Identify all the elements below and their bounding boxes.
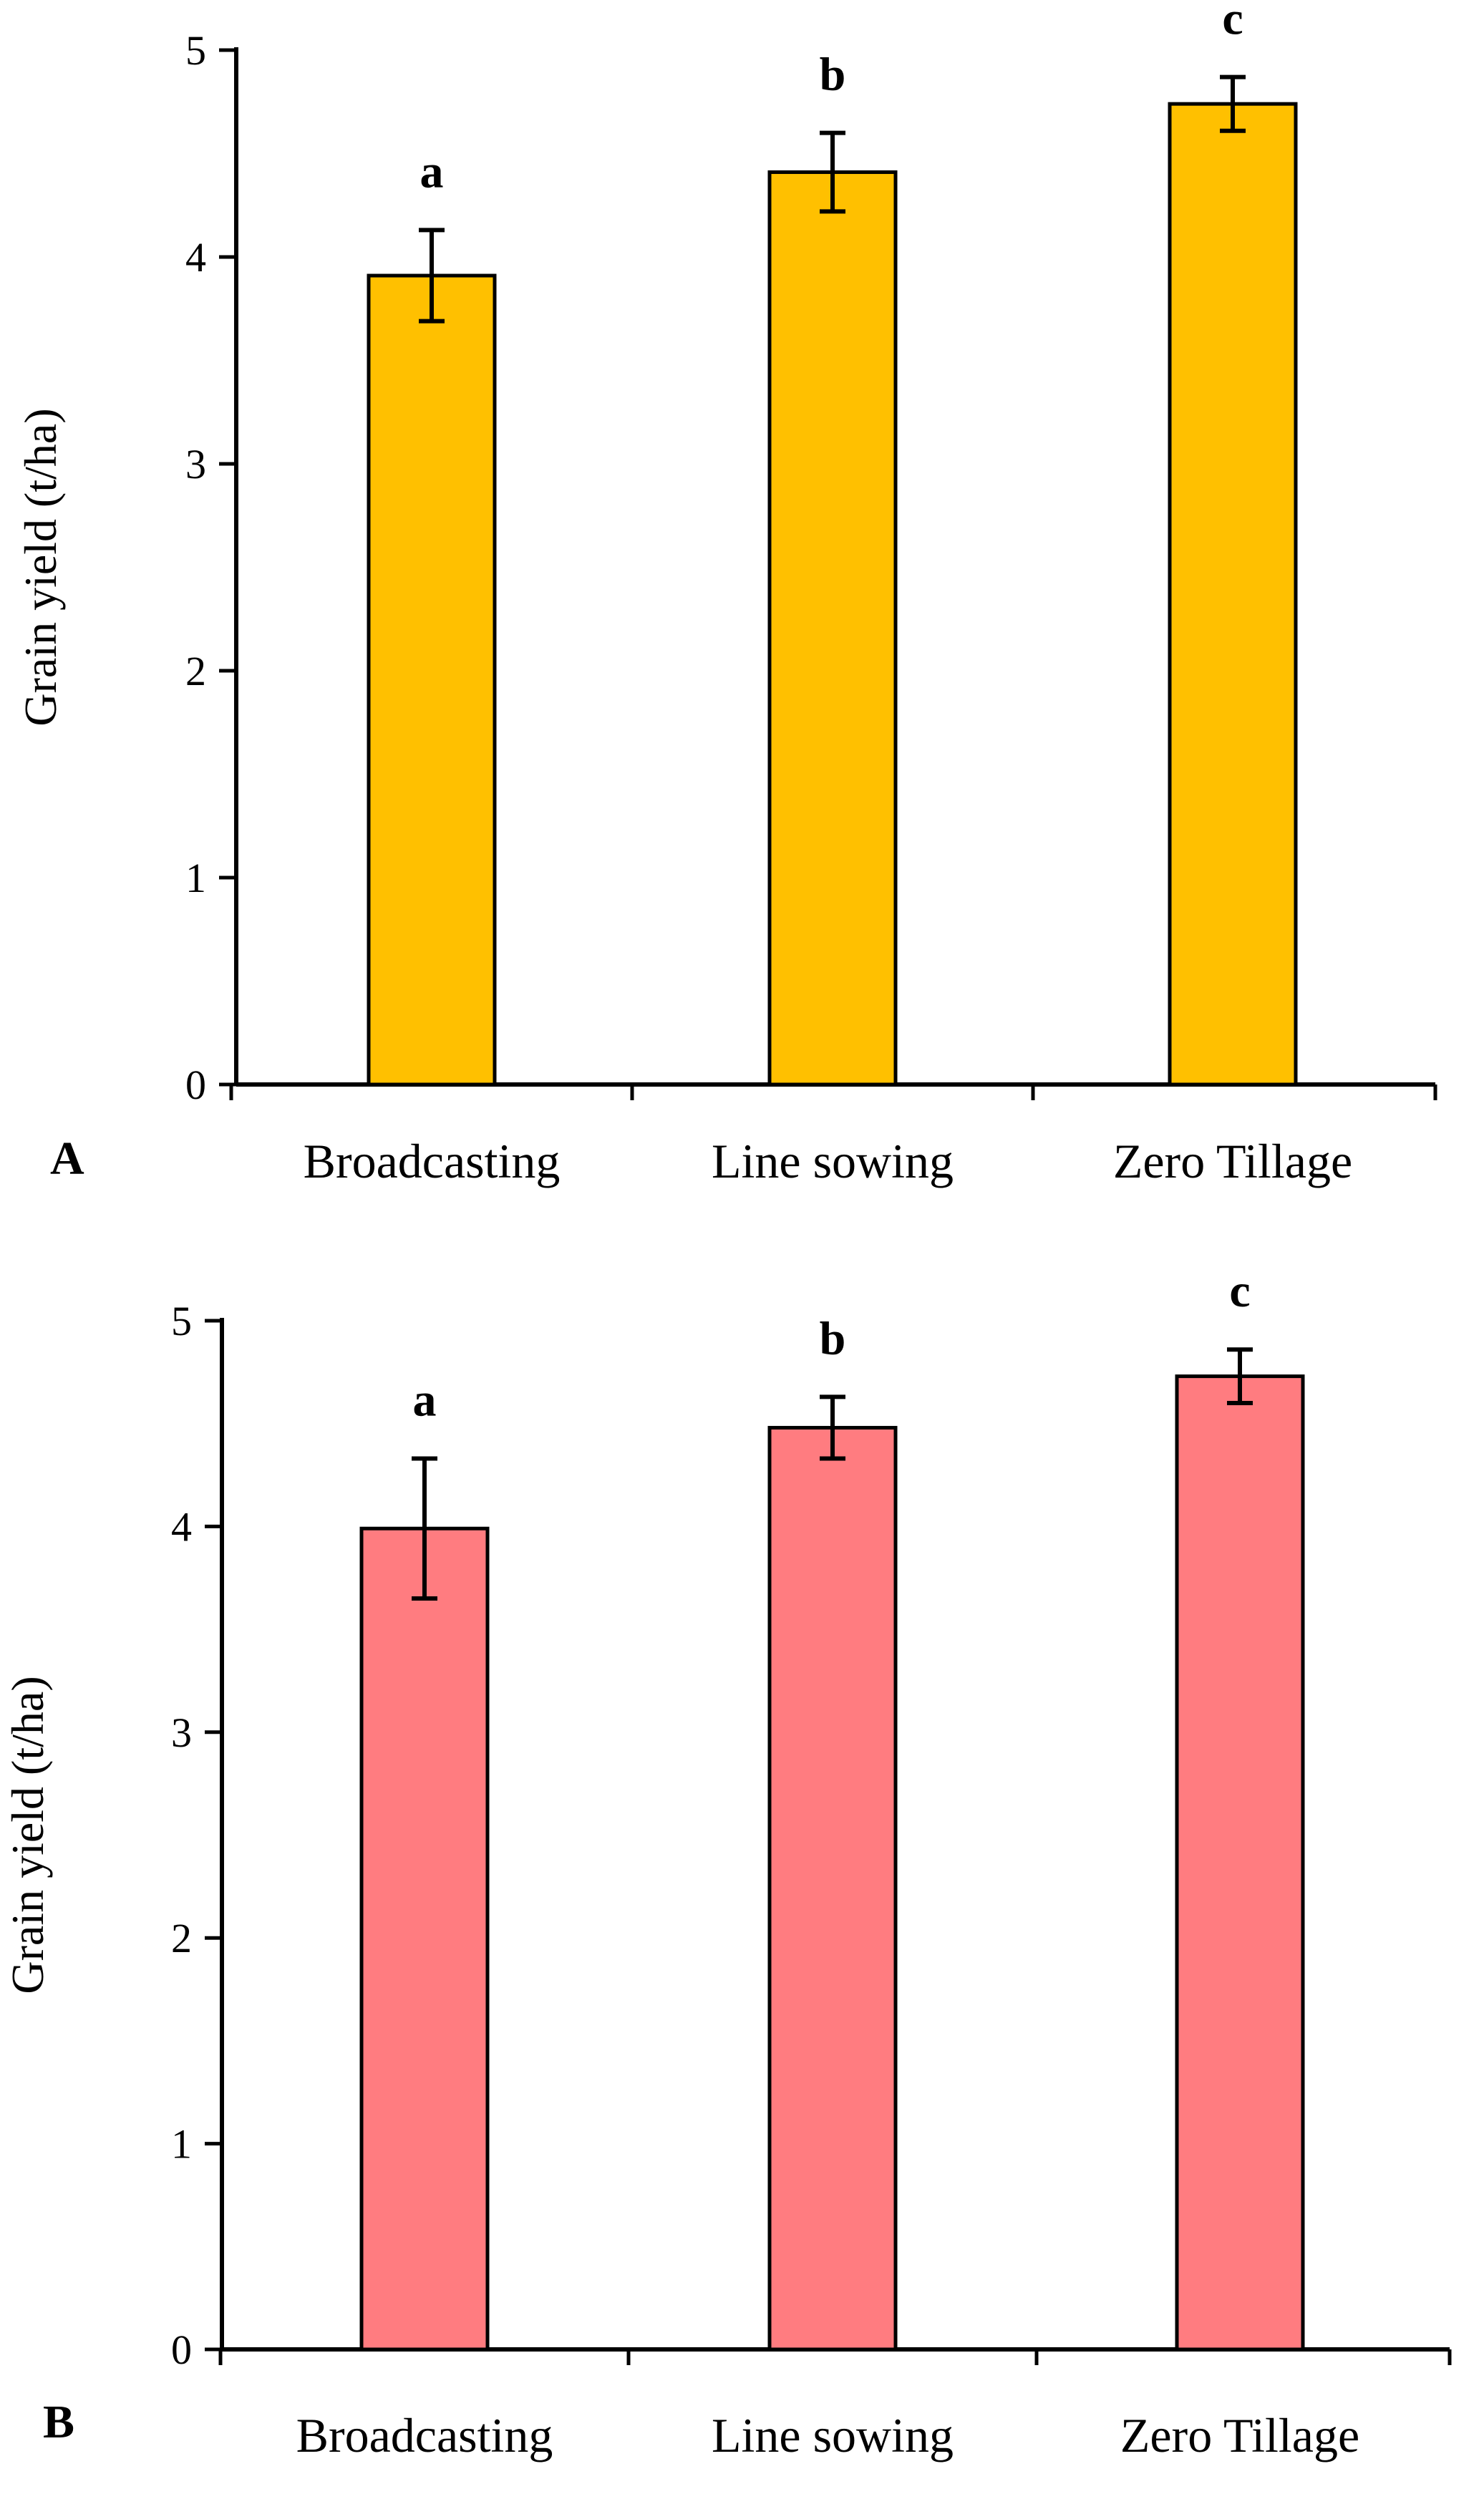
panel-a-y-tick-label: 3	[185, 441, 206, 487]
panel-a-bar	[367, 273, 497, 1087]
panel-b-significance-letter: b	[820, 1312, 846, 1364]
panel-b-bar	[1175, 1374, 1305, 2352]
panel-b-y-tick-label: 2	[171, 1915, 192, 1961]
panel-a-bar	[767, 170, 898, 1087]
panel-a-y-tick-label: 1	[185, 855, 206, 901]
panel-b-y-tick-label: 5	[171, 1298, 192, 1344]
panel-b-y-axis-title: Grain yield (t/ha)	[2, 1676, 53, 1994]
panel-a-y-tick-label: 4	[185, 234, 206, 281]
panel-a-category-label: Line sowing	[712, 1134, 954, 1188]
panel-a-y-tick-label: 5	[185, 27, 206, 74]
panel-b-category-label: Broadcasting	[296, 2408, 553, 2462]
panel-a-significance-letter: b	[820, 49, 846, 101]
panel-b-chart: 0 1 2 3 4 5 Grain yield (t/ha) a Broadcasting b Li…	[2, 1265, 1452, 2462]
panel-a-chart: 0 1 2 3 4 5 Grain yield (t/ha) a Broadcasting b Li…	[15, 0, 1437, 1188]
panel-a-significance-letter: c	[1222, 0, 1243, 45]
panel-b-y-tick-label: 4	[171, 1503, 192, 1550]
panel-b-bar	[767, 1425, 898, 2352]
panel-b-bar	[359, 1526, 490, 2352]
panel-a-y-tick-label: 2	[185, 648, 206, 694]
panel-b-panel-label: B	[43, 2396, 74, 2448]
panel-a-bar	[1168, 102, 1298, 1087]
panel-a-panel-label: A	[50, 1132, 84, 1185]
panel-a-category-label: Zero Tillage	[1113, 1134, 1352, 1188]
panel-a-category-label: Broadcasting	[304, 1134, 561, 1188]
panel-b-significance-letter: a	[413, 1374, 437, 1427]
panel-b-y-tick-label: 1	[171, 2121, 192, 2168]
panel-b-category-label: Zero Tillage	[1120, 2408, 1359, 2462]
panel-b-category-label: Line sowing	[712, 2408, 954, 2462]
panel-a-y-axis-title: Grain yield (t/ha)	[15, 408, 66, 726]
panel-b-y-tick-label: 0	[171, 2326, 192, 2373]
panel-a-significance-letter: a	[420, 145, 444, 198]
panel-b-significance-letter: c	[1229, 1265, 1250, 1317]
panel-b-y-tick-label: 3	[171, 1709, 192, 1756]
panel-a-y-tick-label: 0	[185, 1062, 206, 1108]
